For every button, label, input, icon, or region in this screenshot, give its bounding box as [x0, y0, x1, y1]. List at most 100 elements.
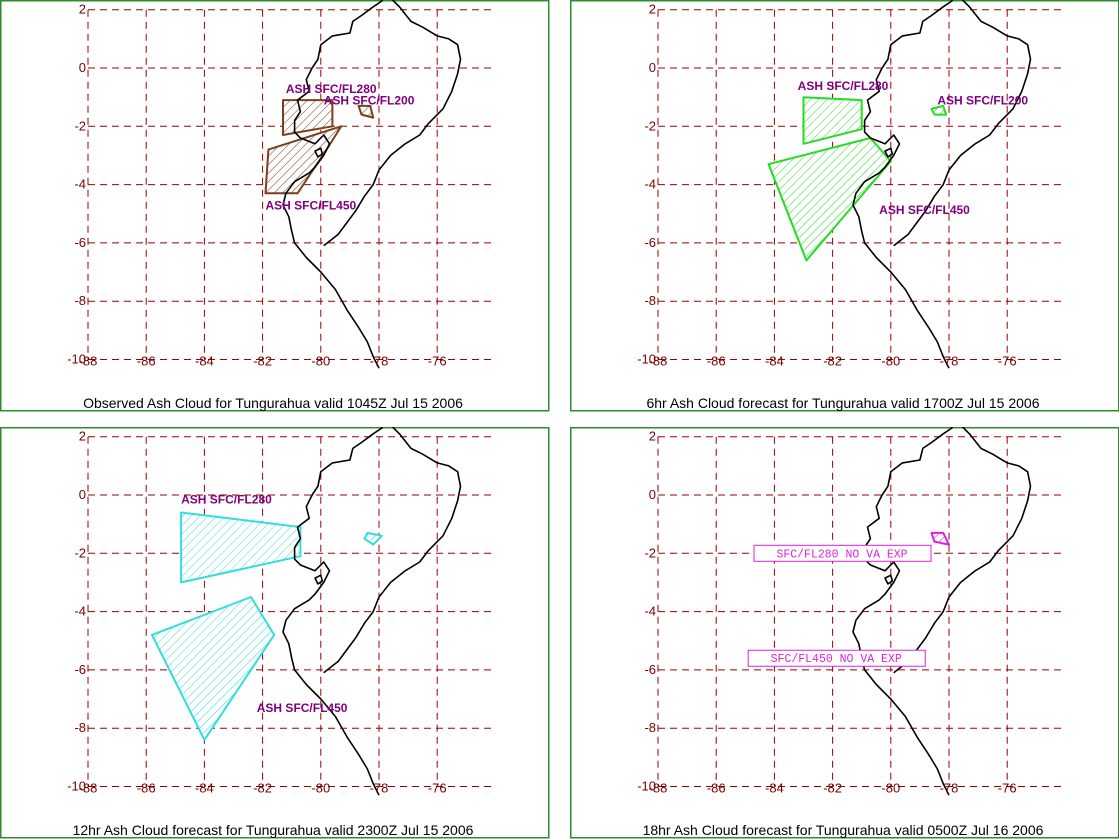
coastline: [323, 427, 462, 674]
ash-cloud-polygon: [363, 531, 383, 546]
lat-tick-label: -10: [637, 779, 656, 794]
lon-tick-label: -76: [998, 354, 1017, 369]
lat-tick-label: -8: [74, 720, 86, 735]
map-18hr: SFC/FL280 NO VA EXP SFC/FL450 NO VA EXP 2…: [570, 427, 1119, 839]
panel-observed: ASH SFC/FL280 ASH SFC/FL450 ASH SFC/FL200 …: [0, 0, 550, 412]
lat-tick-label: 2: [79, 2, 86, 17]
lon-tick-label: -76: [998, 781, 1017, 796]
lat-tick-label: -4: [644, 177, 656, 192]
ash-cloud-label: ASH SFC/FL450: [257, 701, 348, 715]
lat-tick-label: -8: [644, 720, 656, 735]
lon-tick-label: -76: [428, 354, 447, 369]
ash-cloud-polygon: [930, 104, 948, 116]
lat-tick-label: 0: [649, 60, 656, 75]
lat-tick-label: -2: [644, 118, 656, 133]
no-va-label: SFC/FL450 NO VA EXP: [771, 653, 902, 666]
lat-tick-label: 0: [649, 487, 656, 502]
lon-tick-label: -82: [823, 354, 842, 369]
lon-tick-label: -80: [311, 781, 330, 796]
lon-tick-label: -84: [195, 354, 214, 369]
coastline: [282, 0, 384, 369]
ash-cloud-polygon: [930, 531, 950, 546]
lat-tick-label: -4: [74, 177, 86, 192]
ash-cloud-label: ASH SFC/FL280: [286, 82, 377, 96]
island: [884, 147, 894, 158]
lat-tick-label: -4: [644, 604, 656, 619]
ash-cloud-polygon: [264, 125, 343, 195]
ash-cloud-polygon: [357, 104, 375, 119]
lon-tick-label: -88: [79, 781, 98, 796]
map-frame: [0, 0, 550, 412]
panel-caption: 18hr Ash Cloud forecast for Tungurahua v…: [643, 822, 1044, 838]
panel-caption: 12hr Ash Cloud forecast for Tungurahua v…: [73, 822, 474, 838]
lon-tick-label: -82: [253, 354, 272, 369]
lat-tick-label: -2: [644, 545, 656, 560]
panel-caption: Observed Ash Cloud for Tungurahua valid …: [83, 395, 463, 411]
lon-tick-label: -78: [370, 781, 389, 796]
lon-tick-label: -82: [253, 781, 272, 796]
ash-cloud-label: ASH SFC/FL450: [879, 203, 970, 217]
ash-cloud-label: ASH SFC/FL200: [937, 93, 1028, 107]
no-va-label: SFC/FL280 NO VA EXP: [776, 548, 907, 561]
lat-tick-label: -6: [644, 235, 656, 250]
lon-tick-label: -80: [311, 354, 330, 369]
lon-tick-label: -78: [940, 781, 959, 796]
lat-tick-label: 0: [79, 60, 86, 75]
panel-caption: 6hr Ash Cloud forecast for Tungurahua va…: [646, 395, 1039, 411]
lon-tick-label: -76: [428, 781, 447, 796]
panel-12hr-forecast: ASH SFC/FL280 ASH SFC/FL450 2 0 -2 -4 -6 -8 -10…: [0, 427, 550, 839]
lon-tick-label: -88: [649, 354, 668, 369]
lat-tick-label: -4: [74, 604, 86, 619]
island: [314, 147, 324, 158]
island: [314, 574, 324, 585]
no-va-box: [753, 544, 932, 562]
lat-tick-label: -6: [74, 235, 86, 250]
lat-tick-label: -6: [74, 662, 86, 677]
lon-tick-label: -88: [79, 354, 98, 369]
lat-tick-label: 2: [649, 2, 656, 17]
lat-tick-label: -2: [74, 118, 86, 133]
ash-cloud-polygon: [180, 511, 302, 584]
lat-tick-label: 0: [79, 487, 86, 502]
lon-tick-label: -80: [881, 354, 900, 369]
lat-tick-label: -10: [67, 779, 86, 794]
island: [884, 574, 894, 585]
ash-cloud-polygon: [802, 96, 863, 145]
lon-tick-label: -80: [881, 781, 900, 796]
lat-tick-label: -2: [74, 545, 86, 560]
coastline: [323, 0, 462, 247]
lon-tick-label: -84: [765, 354, 784, 369]
map-12hr: ASH SFC/FL280 ASH SFC/FL450 2 0 -2 -4 -6 -8 -10…: [0, 427, 550, 839]
panel-18hr-forecast: SFC/FL280 NO VA EXP SFC/FL450 NO VA EXP 2…: [570, 427, 1119, 839]
ash-cloud-label: ASH SFC/FL450: [266, 198, 357, 212]
lat-tick-label: 2: [649, 429, 656, 444]
coastline: [282, 427, 384, 796]
lon-tick-label: -82: [823, 781, 842, 796]
lon-tick-label: -84: [765, 781, 784, 796]
map-frame: [0, 427, 550, 839]
lon-tick-label: -86: [137, 781, 156, 796]
panel-6hr-forecast: ASH SFC/FL280 ASH SFC/FL450 ASH SFC/FL200 …: [570, 0, 1119, 412]
lon-tick-label: -78: [370, 354, 389, 369]
ash-cloud-polygon: [151, 596, 276, 741]
coastline: [893, 427, 1032, 674]
lon-tick-label: -86: [707, 354, 726, 369]
lat-tick-label: -10: [67, 352, 86, 367]
lon-tick-label: -86: [137, 354, 156, 369]
lon-tick-label: -84: [195, 781, 214, 796]
lon-tick-label: -86: [707, 781, 726, 796]
lat-tick-label: 2: [79, 429, 86, 444]
coastline: [852, 427, 954, 796]
ash-cloud-label: ASH SFC/FL280: [181, 493, 272, 507]
ash-cloud-label: ASH SFC/FL200: [324, 93, 415, 107]
no-va-box: [747, 649, 926, 667]
coastline: [893, 0, 1032, 247]
lat-tick-label: -8: [644, 293, 656, 308]
coastline: [852, 0, 954, 369]
ash-cloud-polygon: [767, 137, 892, 262]
lon-tick-label: -78: [940, 354, 959, 369]
lon-tick-label: -88: [649, 781, 668, 796]
lat-tick-label: -6: [644, 662, 656, 677]
